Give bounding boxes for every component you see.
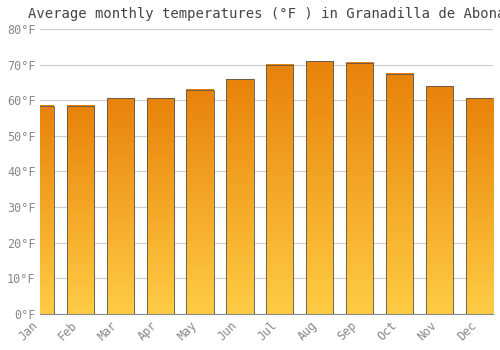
Bar [66,106,94,314]
Bar [386,74,413,314]
Bar [426,86,453,314]
Bar [266,65,293,314]
Bar [186,90,214,314]
Bar [346,63,374,314]
Bar [106,98,134,314]
Bar [146,98,174,314]
Bar [466,98,493,314]
Title: Average monthly temperatures (°F ) in Granadilla de Abona: Average monthly temperatures (°F ) in Gr… [28,7,500,21]
Bar [226,79,254,314]
Bar [306,61,334,314]
Bar [26,106,54,314]
